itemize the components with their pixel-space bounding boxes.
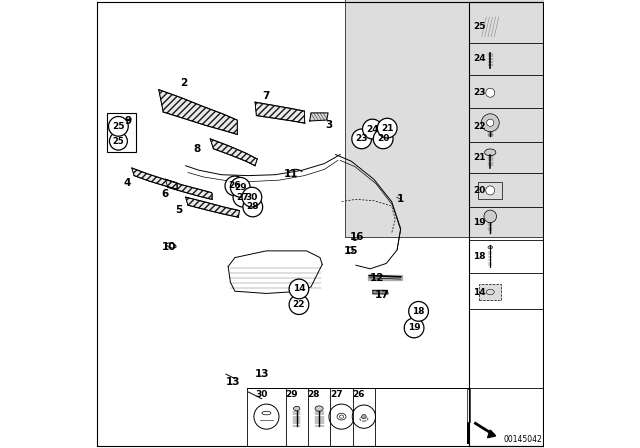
Ellipse shape bbox=[339, 415, 344, 418]
Text: 19: 19 bbox=[473, 218, 486, 227]
Text: 19: 19 bbox=[408, 323, 420, 332]
FancyBboxPatch shape bbox=[344, 0, 636, 237]
Polygon shape bbox=[255, 102, 305, 123]
Circle shape bbox=[352, 405, 376, 428]
Text: 9: 9 bbox=[125, 116, 132, 126]
Text: 18: 18 bbox=[412, 307, 425, 316]
Text: 8: 8 bbox=[193, 144, 200, 154]
Text: 11: 11 bbox=[284, 169, 298, 179]
Polygon shape bbox=[210, 139, 257, 166]
Polygon shape bbox=[373, 290, 388, 294]
Text: 00145042: 00145042 bbox=[503, 435, 541, 444]
Text: 14: 14 bbox=[473, 288, 486, 297]
Circle shape bbox=[486, 186, 495, 195]
Ellipse shape bbox=[485, 47, 495, 53]
Polygon shape bbox=[488, 430, 495, 438]
Circle shape bbox=[109, 132, 127, 150]
Text: 22: 22 bbox=[292, 300, 305, 309]
Circle shape bbox=[289, 295, 309, 314]
Circle shape bbox=[362, 414, 366, 419]
Text: 30: 30 bbox=[246, 193, 258, 202]
Bar bbox=[467, 422, 470, 444]
Circle shape bbox=[242, 187, 262, 207]
Text: 27: 27 bbox=[330, 390, 342, 399]
Ellipse shape bbox=[337, 413, 346, 420]
Polygon shape bbox=[159, 90, 237, 134]
Circle shape bbox=[225, 176, 244, 196]
Circle shape bbox=[484, 210, 497, 223]
Text: 23: 23 bbox=[473, 88, 486, 97]
Circle shape bbox=[230, 177, 250, 197]
Text: 29: 29 bbox=[285, 390, 298, 399]
Text: 2: 2 bbox=[180, 78, 187, 88]
Circle shape bbox=[329, 404, 354, 429]
Text: 13: 13 bbox=[225, 377, 240, 387]
Polygon shape bbox=[310, 113, 328, 121]
Text: 20: 20 bbox=[473, 186, 486, 195]
Text: 25: 25 bbox=[112, 122, 125, 131]
Text: 18: 18 bbox=[473, 252, 486, 261]
Text: 28: 28 bbox=[246, 202, 259, 211]
Text: 21: 21 bbox=[473, 153, 486, 162]
Circle shape bbox=[362, 119, 382, 139]
Ellipse shape bbox=[484, 149, 496, 156]
Polygon shape bbox=[186, 197, 239, 217]
Text: 13: 13 bbox=[255, 369, 269, 379]
Text: 10: 10 bbox=[162, 242, 176, 252]
Polygon shape bbox=[369, 275, 401, 280]
Circle shape bbox=[378, 118, 397, 138]
Text: 24: 24 bbox=[473, 54, 486, 63]
Text: 22: 22 bbox=[473, 122, 486, 131]
Ellipse shape bbox=[315, 406, 323, 411]
Circle shape bbox=[409, 302, 428, 321]
Bar bbox=[467, 388, 470, 422]
Text: 29: 29 bbox=[234, 183, 246, 192]
Text: 14: 14 bbox=[292, 284, 305, 293]
Bar bbox=[479, 284, 502, 300]
Text: 21: 21 bbox=[381, 124, 394, 133]
Text: 3: 3 bbox=[325, 121, 333, 130]
Bar bbox=[108, 113, 136, 152]
Text: 25: 25 bbox=[473, 22, 486, 31]
Polygon shape bbox=[472, 421, 495, 437]
Bar bbox=[477, 182, 502, 199]
Circle shape bbox=[243, 197, 262, 217]
Circle shape bbox=[254, 404, 279, 429]
Circle shape bbox=[486, 119, 494, 126]
Text: 30: 30 bbox=[255, 390, 268, 399]
Circle shape bbox=[109, 116, 128, 136]
Polygon shape bbox=[481, 17, 499, 37]
Polygon shape bbox=[132, 168, 177, 189]
Text: 12: 12 bbox=[370, 273, 384, 283]
Circle shape bbox=[373, 129, 393, 149]
Circle shape bbox=[289, 279, 309, 299]
Ellipse shape bbox=[294, 406, 300, 411]
Text: 16: 16 bbox=[350, 233, 364, 242]
Text: 15: 15 bbox=[344, 246, 358, 256]
Polygon shape bbox=[165, 179, 212, 199]
Text: 20: 20 bbox=[377, 134, 389, 143]
Text: 5: 5 bbox=[175, 205, 182, 215]
Text: 23: 23 bbox=[355, 134, 368, 143]
Text: 26: 26 bbox=[352, 390, 365, 399]
Text: 6: 6 bbox=[162, 189, 169, 198]
Text: 28: 28 bbox=[307, 390, 320, 399]
Text: 26: 26 bbox=[228, 181, 241, 190]
Text: 25: 25 bbox=[113, 137, 124, 146]
Circle shape bbox=[486, 88, 495, 97]
Circle shape bbox=[352, 129, 371, 149]
Text: 1: 1 bbox=[397, 194, 404, 204]
Text: 24: 24 bbox=[366, 125, 379, 134]
Circle shape bbox=[233, 187, 253, 207]
Circle shape bbox=[481, 114, 499, 132]
Circle shape bbox=[404, 318, 424, 338]
Circle shape bbox=[486, 23, 494, 30]
Text: 7: 7 bbox=[262, 91, 270, 101]
Text: 17: 17 bbox=[374, 290, 389, 300]
Text: 27: 27 bbox=[237, 193, 249, 202]
Ellipse shape bbox=[488, 246, 493, 249]
Text: 4: 4 bbox=[124, 178, 131, 188]
